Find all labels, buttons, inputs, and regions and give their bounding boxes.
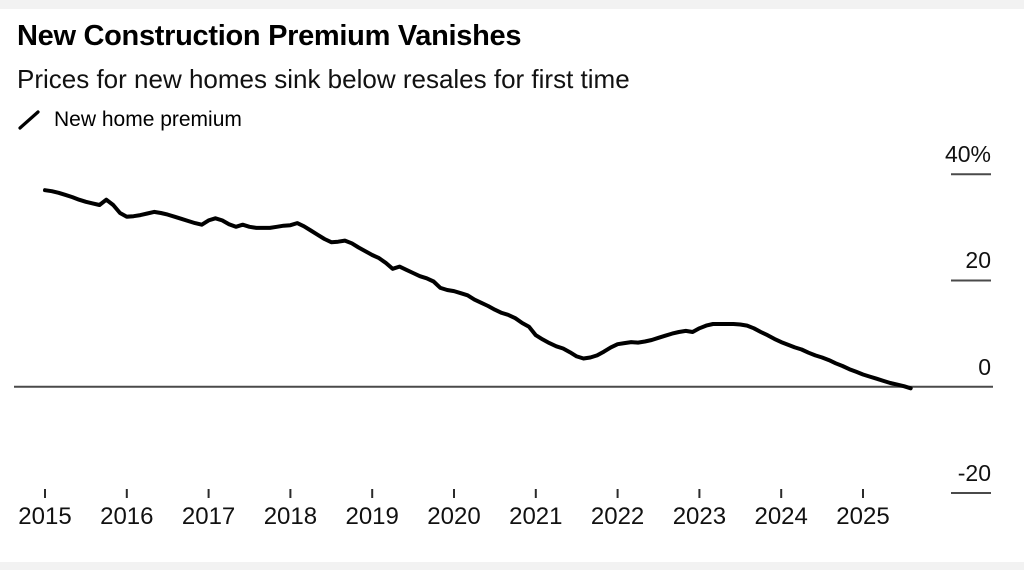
x-axis-label: 2023 — [672, 503, 727, 530]
x-axis-label: 2018 — [263, 503, 318, 530]
x-axis-label: 2019 — [345, 503, 399, 530]
y-axis-label: 0 — [978, 353, 991, 380]
x-axis-label: 2016 — [100, 503, 154, 530]
chart-title: New Construction Premium Vanishes — [17, 20, 522, 52]
y-axis-label: 40% — [944, 141, 991, 168]
x-axis-label: 2024 — [754, 503, 808, 530]
x-axis-label: 2015 — [18, 503, 72, 530]
diagonal-line-icon — [18, 110, 40, 130]
legend-label: New home premium — [54, 108, 242, 131]
y-axis-label: -20 — [957, 459, 991, 486]
x-axis-label: 2020 — [427, 503, 481, 530]
legend: New home premium — [17, 108, 242, 132]
x-axis-label: 2022 — [590, 503, 645, 530]
x-axis-label: 2021 — [509, 503, 563, 530]
chart-subtitle: Prices for new homes sink below resales … — [17, 64, 630, 94]
series-line-new-home-premium — [43, 188, 913, 391]
x-axis-label: 2025 — [836, 503, 890, 530]
top-edge-strip — [0, 0, 1024, 9]
y-axis-label: 20 — [965, 247, 991, 274]
bottom-edge-strip — [0, 562, 1024, 570]
x-axis-label: 2017 — [181, 503, 236, 530]
